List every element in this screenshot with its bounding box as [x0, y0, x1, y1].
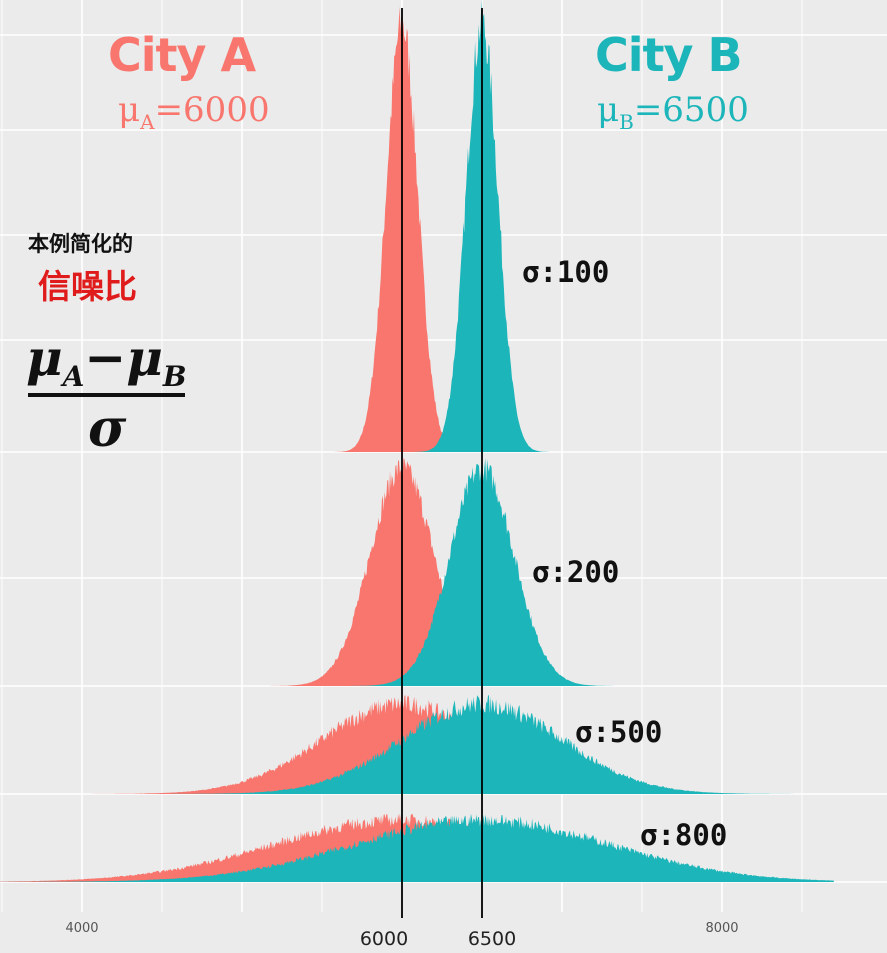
formula-minus: − — [84, 328, 127, 387]
mu-b-value: =6500 — [633, 90, 749, 130]
x-tick-label-6000: 6000 — [360, 928, 408, 950]
mu-a-label: μA=6000 — [118, 90, 270, 134]
mu-a-subscript: A — [140, 109, 155, 134]
formula-sub-a: A — [62, 360, 85, 393]
note-line1: 本例简化的 — [28, 232, 133, 256]
city-a-title: City A — [108, 28, 256, 82]
formula-numerator: μA−μB — [26, 328, 187, 393]
formula-mu-b: μ — [126, 328, 163, 387]
sigma-label-200: σ:200 — [532, 555, 619, 589]
x-tick-label-8000: 8000 — [705, 921, 738, 936]
formula-denominator: σ — [88, 398, 127, 459]
x-tick-label-6500: 6500 — [468, 928, 516, 950]
x-tick-label-4000: 4000 — [65, 921, 98, 936]
city-b-title: City B — [595, 28, 743, 82]
formula-fraction-bar — [28, 393, 185, 397]
mu-a-value: =6000 — [154, 90, 270, 130]
city-b-density-sigma-800 — [0, 813, 834, 882]
mu-b-subscript: B — [619, 109, 634, 134]
formula-sub-b: B — [162, 360, 187, 393]
panel-sigma-800 — [0, 813, 834, 882]
mu-b-symbol: μ — [597, 90, 620, 130]
note-line2: 信噪比 — [38, 267, 137, 306]
sigma-label-500: σ:500 — [575, 715, 662, 749]
sigma-label-800: σ:800 — [640, 818, 727, 852]
sigma-label-100: σ:100 — [522, 255, 609, 289]
formula-mu-a: μ — [26, 328, 63, 387]
mu-b-label: μB=6500 — [597, 90, 749, 134]
mu-a-symbol: μ — [118, 90, 141, 130]
